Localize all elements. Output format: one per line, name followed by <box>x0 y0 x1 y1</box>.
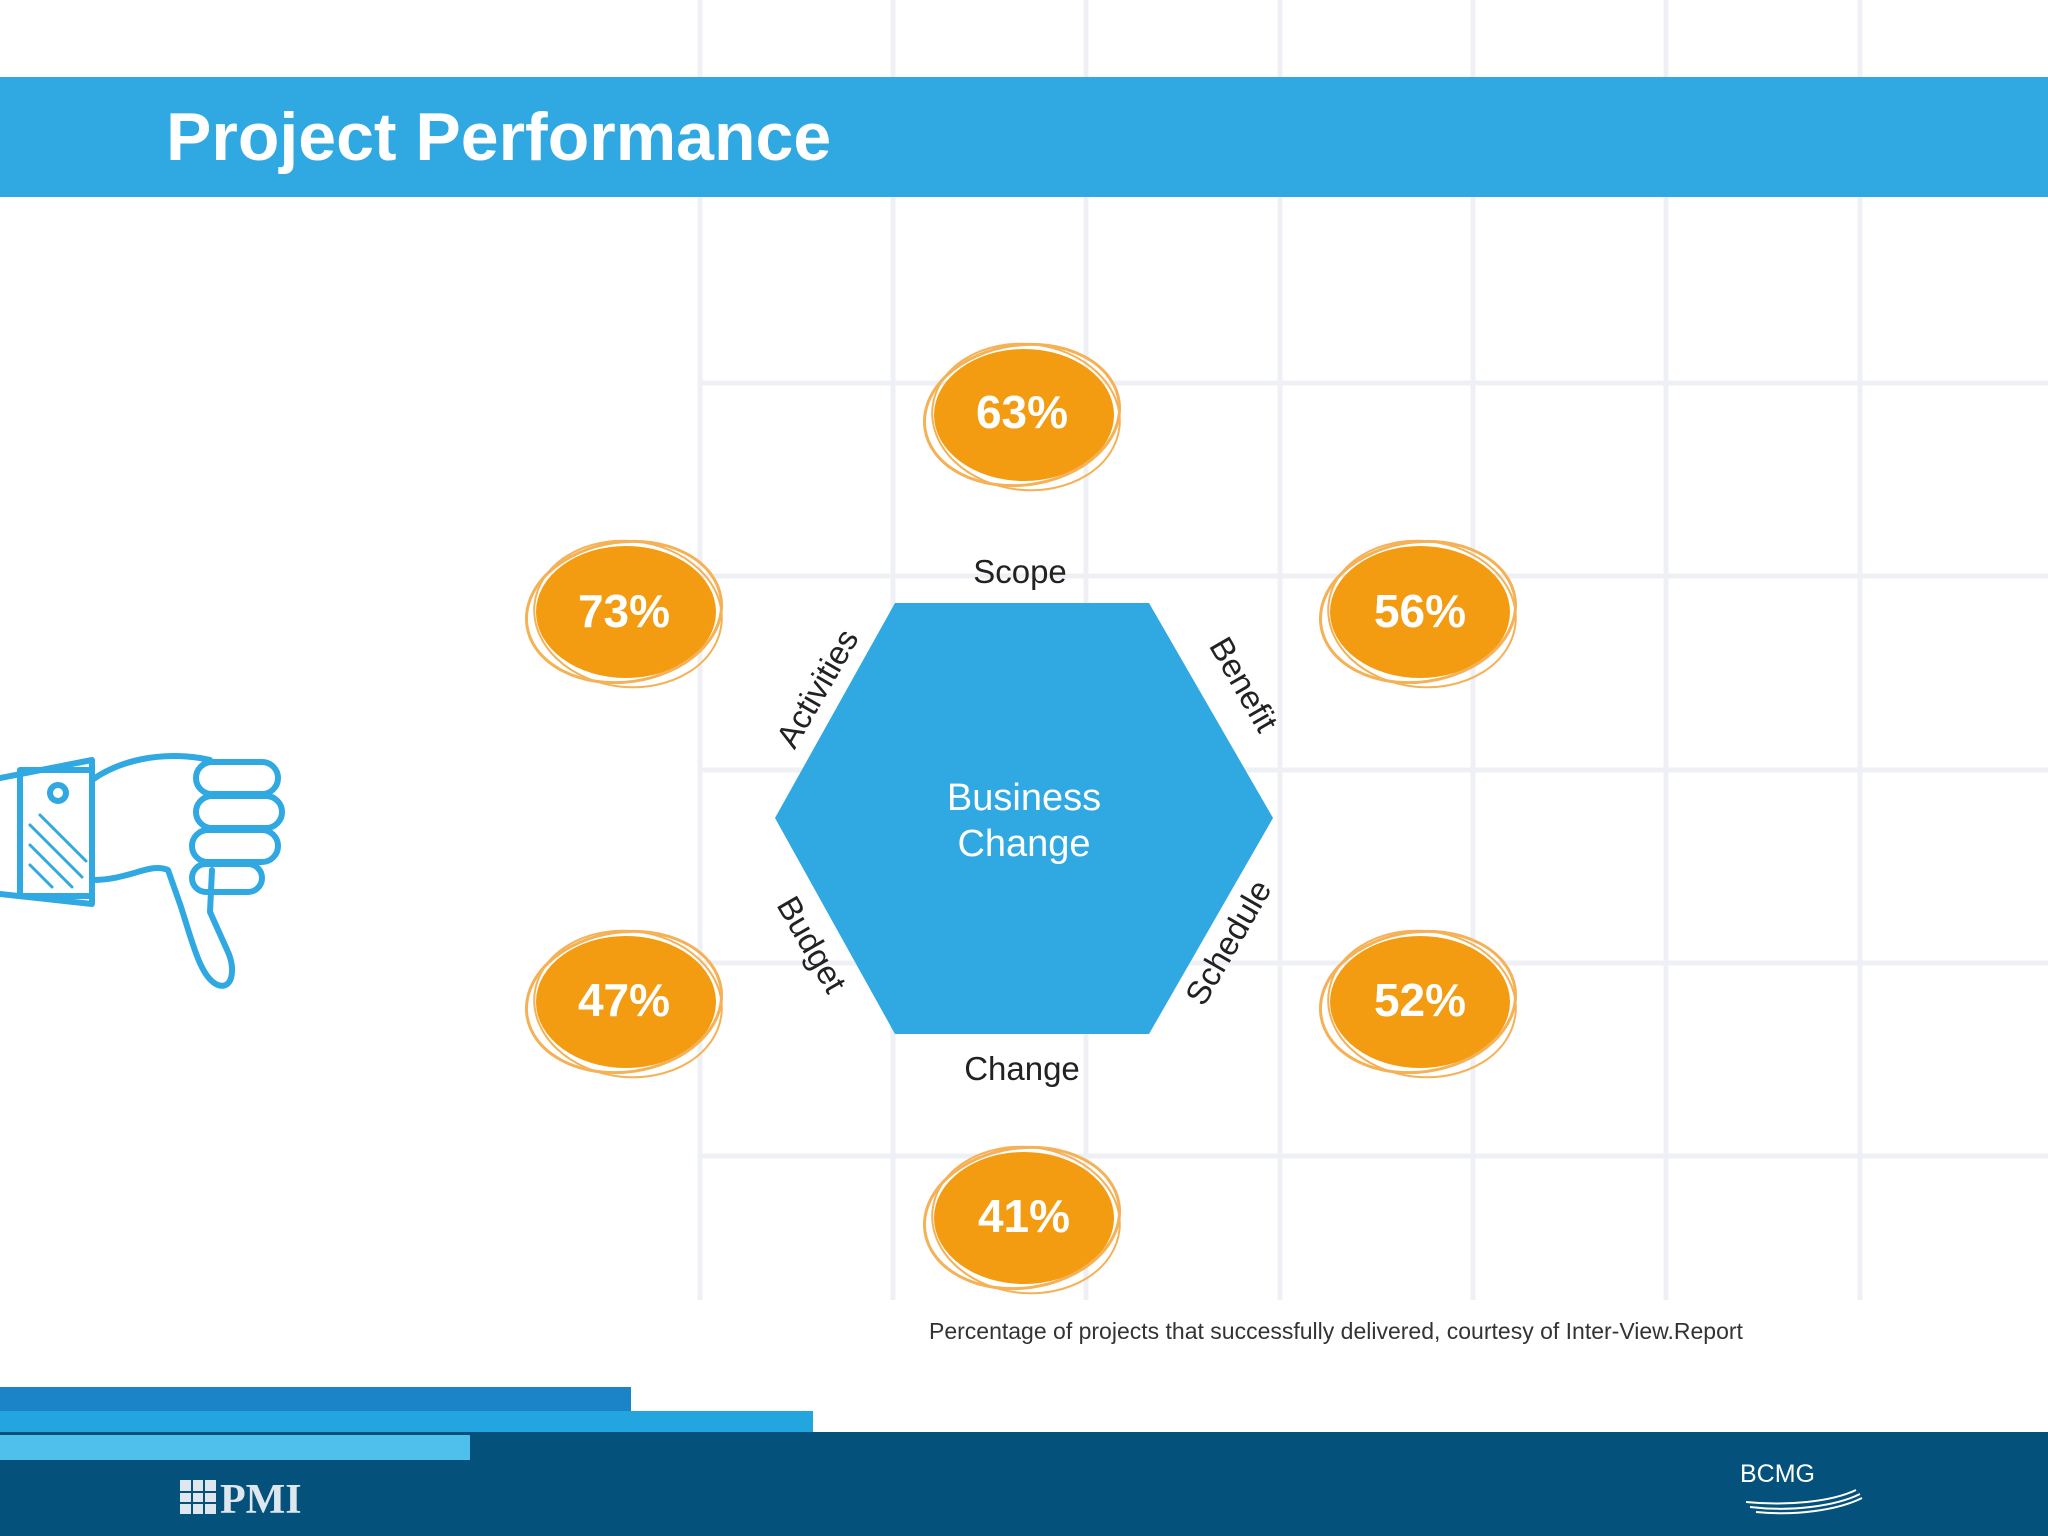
badge-change: 41% <box>922 1145 1122 1295</box>
page-title: Project Performance <box>166 99 832 175</box>
label-change: Change <box>964 1050 1080 1087</box>
svg-text:52%: 52% <box>1374 974 1466 1026</box>
pmi-logo: PMI <box>180 1478 302 1518</box>
badge-activities: 73% <box>524 539 724 689</box>
footer-stripe <box>0 1411 813 1435</box>
svg-text:63%: 63% <box>976 386 1068 438</box>
label-scope: Scope <box>973 553 1067 590</box>
badge-budget: 47% <box>524 929 724 1079</box>
badge-schedule: 52% <box>1318 929 1518 1079</box>
title-bar <box>0 77 2048 197</box>
center-hexagon <box>775 603 1273 1034</box>
caption: Percentage of projects that successfully… <box>929 1318 1743 1344</box>
badge-scope: 63% <box>922 342 1122 492</box>
svg-text:73%: 73% <box>578 585 670 637</box>
svg-text:41%: 41% <box>978 1190 1070 1242</box>
bcmg-logo <box>1745 1489 1863 1515</box>
badge-benefit: 56% <box>1318 539 1518 689</box>
svg-text:47%: 47% <box>578 974 670 1026</box>
footer-stripe <box>0 1387 631 1411</box>
center-label-line1: Business <box>947 777 1101 819</box>
footer-stripe <box>0 1435 470 1460</box>
center-label-line2: Change <box>957 823 1090 865</box>
svg-text:PMI: PMI <box>220 1478 302 1518</box>
bcmg-logo-text: BCMG <box>1740 1460 1815 1488</box>
svg-text:56%: 56% <box>1374 585 1466 637</box>
